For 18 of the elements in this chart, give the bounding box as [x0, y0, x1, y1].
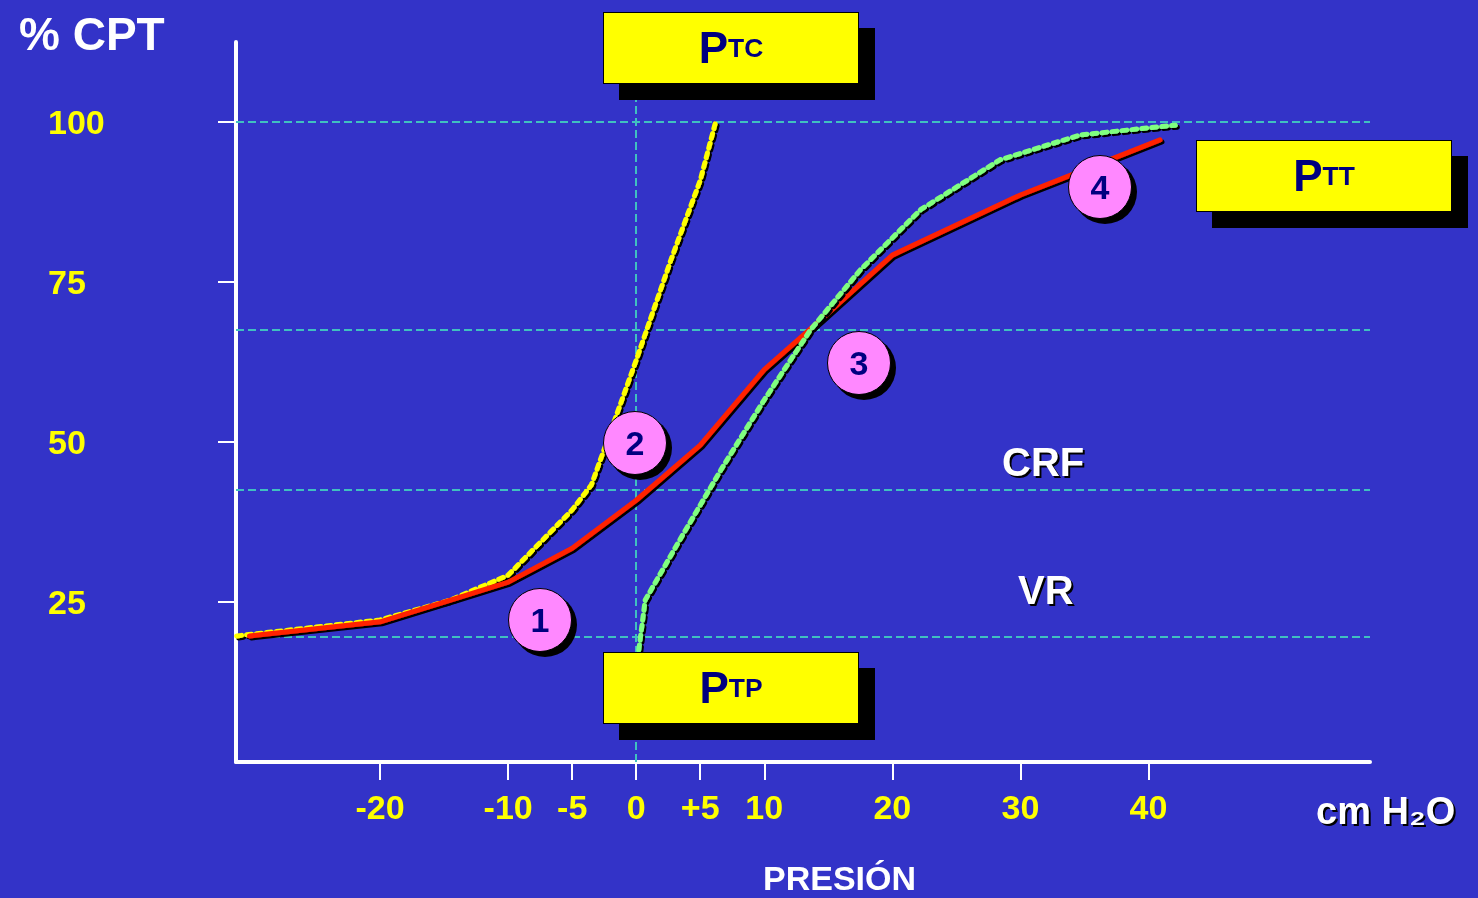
x-tick-label: -20: [355, 788, 405, 826]
y-tick-label: 25: [48, 583, 86, 621]
annotation: VR: [1018, 568, 1074, 613]
y-tick-label: 50: [48, 423, 86, 461]
x-tick-label: 30: [1001, 788, 1040, 826]
x-axis-title: PRESIÓN: [763, 859, 917, 897]
x-tick-label: 20: [873, 788, 912, 826]
annotation: CRF: [1002, 440, 1085, 485]
x-tick-label: 0: [626, 788, 646, 826]
x-tick-label: 40: [1129, 788, 1168, 826]
y-tick-label: 100: [48, 103, 105, 141]
x-tick-label: -10: [483, 788, 533, 826]
x-tick-label: +5: [680, 788, 720, 826]
y-tick-label: 75: [48, 263, 86, 301]
text: cm H₂O: [1316, 790, 1456, 833]
y-axis-title: % CPT: [19, 8, 165, 60]
x-tick-label: -5: [557, 788, 588, 826]
x-tick-label: 10: [745, 788, 784, 826]
